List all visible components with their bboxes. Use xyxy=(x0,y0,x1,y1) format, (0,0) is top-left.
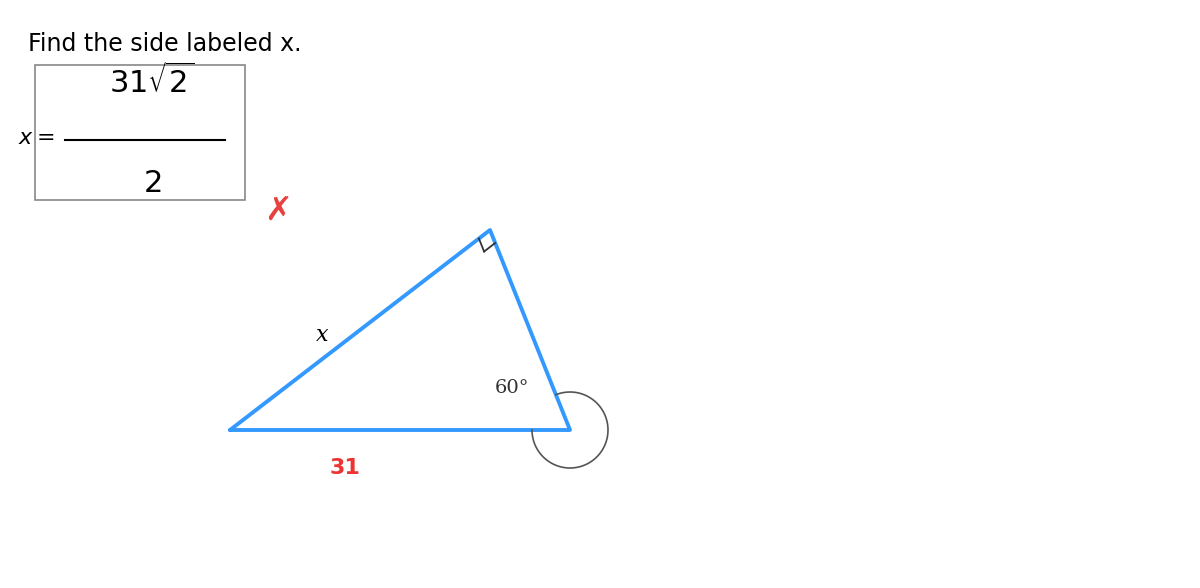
Text: 31: 31 xyxy=(330,458,360,478)
Text: x: x xyxy=(316,324,329,346)
Text: $x =$: $x =$ xyxy=(18,127,54,149)
Bar xyxy=(35,65,245,200)
Text: ✗: ✗ xyxy=(264,193,292,226)
Text: 60°: 60° xyxy=(494,379,529,397)
Text: Find the side labeled x.: Find the side labeled x. xyxy=(28,32,301,56)
Text: $2$: $2$ xyxy=(143,168,161,199)
Text: $31\sqrt{2}$: $31\sqrt{2}$ xyxy=(109,64,194,100)
